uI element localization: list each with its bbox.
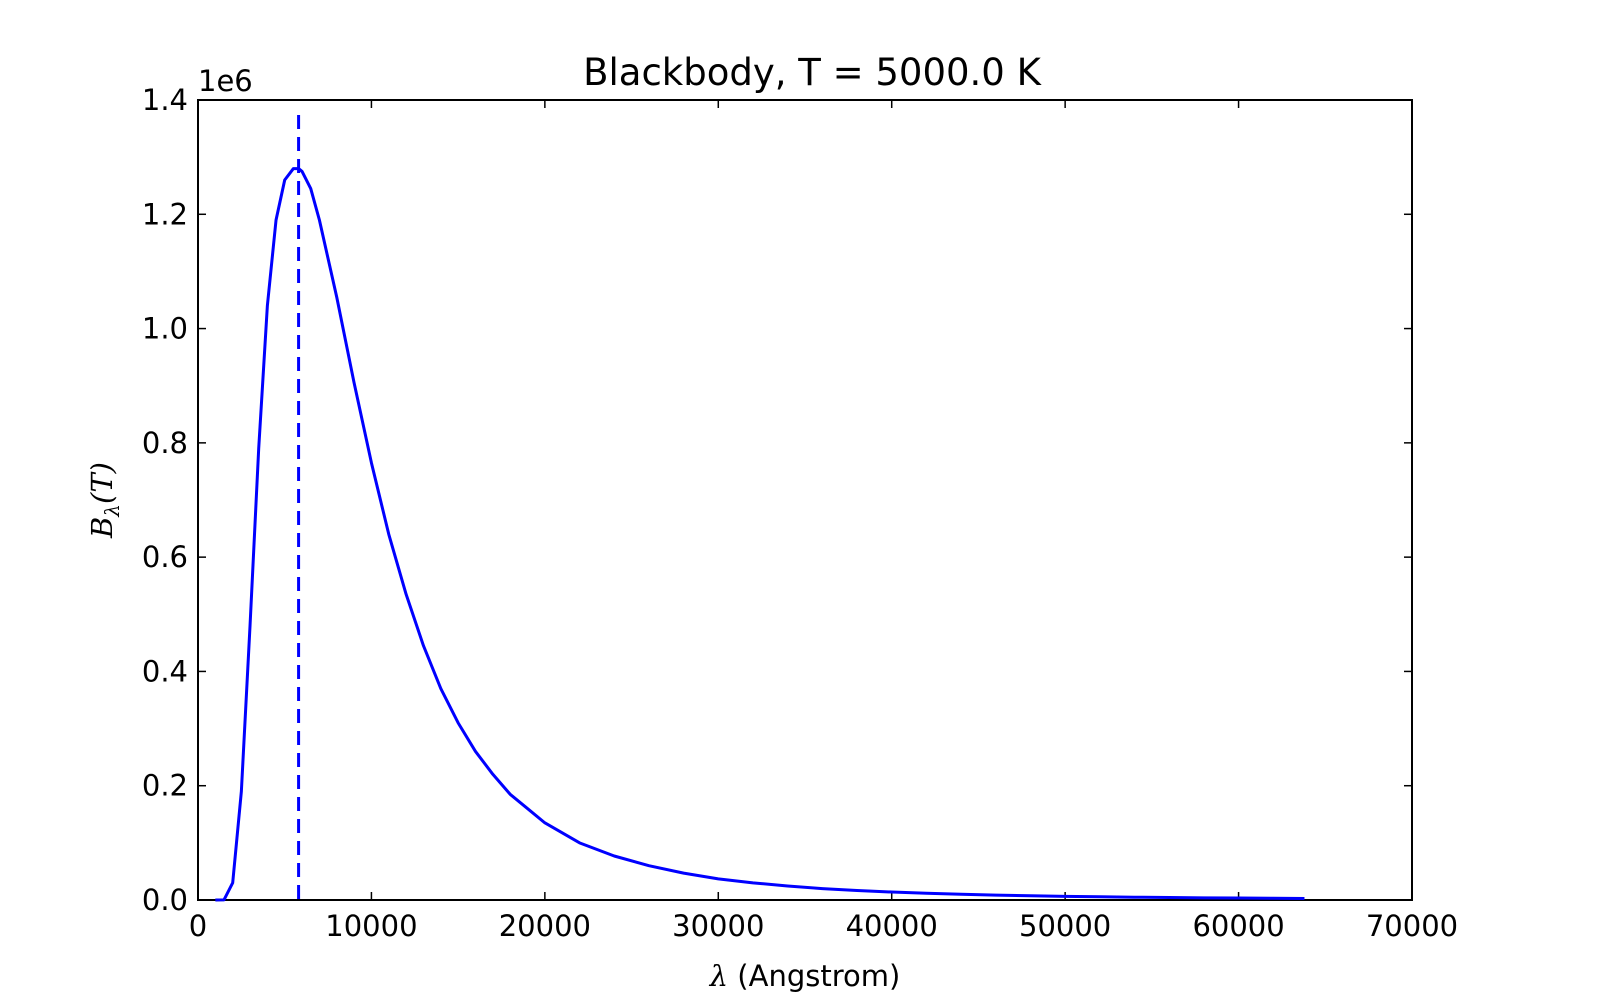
y-tick-label: 0.0 <box>142 883 188 917</box>
y-tick-label: 0.2 <box>142 769 188 803</box>
plot-area: 0 10000 20000 30000 40000 50000 60000 70000 0.0… <box>142 83 1458 943</box>
y-axis-label-symbol: B <box>85 517 119 539</box>
x-tick-label: 10000 <box>325 909 417 943</box>
x-axis-label-text: (Angstrom) <box>728 959 900 993</box>
y-axis-label-subscript: λ <box>100 504 124 518</box>
x-tick-label: 30000 <box>672 909 764 943</box>
y-axis-offset-label: 1e6 <box>198 64 253 98</box>
y-axis-label-suffix: (T) <box>85 462 119 504</box>
chart-title: Blackbody, T = 5000.0 K <box>583 51 1042 94</box>
y-tick-label: 1.4 <box>142 83 188 117</box>
y-tick-label: 0.8 <box>142 426 188 460</box>
y-axis-label: Bλ(T) <box>85 462 124 539</box>
x-tick-label: 20000 <box>499 909 591 943</box>
x-axis-ticks: 0 10000 20000 30000 40000 50000 60000 70000 <box>189 100 1458 943</box>
x-axis-label-symbol: λ <box>709 959 728 993</box>
blackbody-curve <box>215 167 1305 902</box>
y-tick-label: 0.6 <box>142 540 188 574</box>
x-tick-label: 70000 <box>1366 909 1458 943</box>
series-layer <box>215 115 1305 902</box>
x-tick-label: 50000 <box>1019 909 1111 943</box>
x-axis-label: λ (Angstrom) <box>709 959 901 993</box>
plot-frame <box>197 99 1413 901</box>
x-tick-label: 60000 <box>1192 909 1284 943</box>
x-tick-label: 40000 <box>846 909 938 943</box>
x-tick-label: 0 <box>189 909 207 943</box>
y-tick-label: 1.2 <box>142 197 188 231</box>
y-tick-label: 0.4 <box>142 654 188 688</box>
y-axis-ticks: 0.0 0.2 0.4 0.6 0.8 1.0 1.2 1.4 <box>142 83 1412 917</box>
y-tick-label: 1.0 <box>142 312 188 346</box>
